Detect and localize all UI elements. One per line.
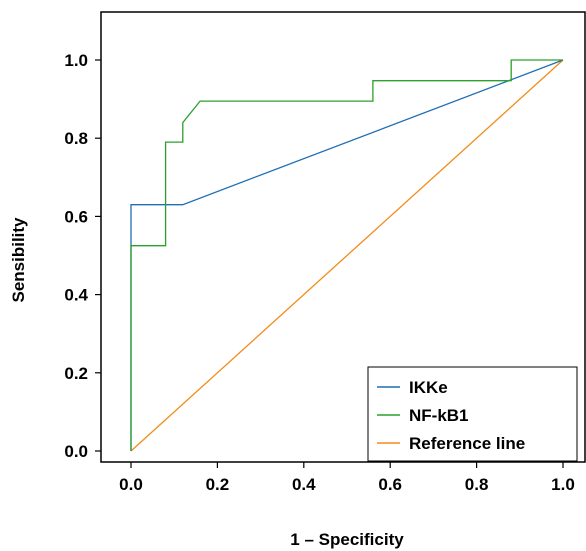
x-tick-label: 0.0 — [119, 475, 143, 494]
x-tick-label: 0.4 — [292, 475, 316, 494]
legend-label: NF-kB1 — [409, 406, 469, 425]
y-tick-label: 0.8 — [64, 129, 88, 148]
x-tick-label: 1.0 — [551, 475, 575, 494]
x-axis: 0.0 0.2 0.4 0.6 0.8 1.0 — [119, 462, 575, 494]
series-lines — [130, 59, 564, 452]
y-tick-label: 0.0 — [64, 442, 88, 461]
legend-box — [367, 366, 578, 462]
legend: IKKe NF-kB1 Reference line — [367, 366, 578, 462]
y-axis-title: Sensibility — [9, 217, 28, 303]
x-axis-title: 1 – Specificity — [290, 530, 404, 549]
x-tick-label: 0.6 — [378, 475, 402, 494]
series-line-nf-kb1 — [130, 59, 563, 451]
y-tick-label: 0.2 — [64, 364, 88, 383]
y-tick-label: 1.0 — [64, 51, 88, 70]
x-tick-label: 0.8 — [465, 475, 489, 494]
y-axis: 0.0 0.2 0.4 0.6 0.8 1.0 — [64, 51, 101, 461]
y-tick-label: 0.6 — [64, 207, 88, 226]
series-line-reference-line — [130, 59, 564, 452]
legend-label: IKKe — [409, 378, 448, 397]
legend-label: Reference line — [409, 434, 525, 453]
x-tick-label: 0.2 — [206, 475, 230, 494]
plot-frame — [100, 11, 586, 463]
y-tick-label: 0.4 — [64, 286, 88, 305]
